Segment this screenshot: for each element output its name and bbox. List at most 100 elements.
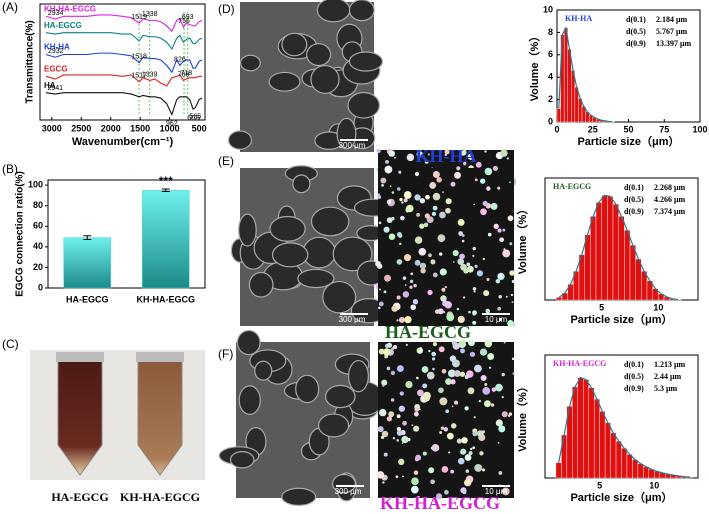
decoration bbox=[248, 271, 274, 298]
sem-caption: KH-HA-EGCG bbox=[380, 493, 500, 513]
decoration bbox=[497, 186, 501, 190]
histogram-bar bbox=[629, 244, 636, 301]
peak-label: 602 bbox=[187, 115, 199, 122]
decoration bbox=[413, 425, 420, 432]
spectrum-line bbox=[45, 32, 203, 51]
decoration bbox=[472, 254, 475, 257]
decoration bbox=[383, 452, 388, 457]
histogram-bar bbox=[604, 422, 611, 479]
panel-label: (E) bbox=[218, 154, 234, 168]
decoration bbox=[482, 257, 485, 261]
decoration bbox=[462, 161, 467, 166]
decoration bbox=[428, 467, 435, 474]
peak-label: 766 bbox=[178, 71, 190, 78]
decoration bbox=[459, 371, 466, 377]
decoration bbox=[511, 357, 515, 361]
x-tick-label: 100 bbox=[692, 124, 707, 134]
decoration bbox=[499, 318, 502, 321]
histogram-bar bbox=[601, 195, 608, 301]
decoration bbox=[306, 43, 332, 67]
series-label: EGCG bbox=[44, 64, 68, 73]
x-axis-label: Particle size（μm） bbox=[577, 135, 679, 148]
stat-value: 7.374 μm bbox=[654, 207, 686, 216]
decoration bbox=[239, 54, 261, 72]
decoration bbox=[486, 186, 491, 191]
y-tick-label: 100 bbox=[28, 180, 43, 190]
decoration bbox=[378, 306, 381, 310]
photo-label: KH-HA-EGCG bbox=[120, 490, 200, 504]
decoration bbox=[393, 345, 398, 350]
decoration bbox=[481, 468, 486, 472]
decoration bbox=[454, 171, 461, 179]
decoration bbox=[480, 374, 487, 382]
decoration bbox=[397, 187, 401, 191]
decoration bbox=[391, 216, 395, 221]
decoration bbox=[425, 194, 430, 200]
decoration bbox=[416, 495, 420, 499]
decoration bbox=[474, 178, 478, 182]
decoration bbox=[473, 416, 476, 419]
decoration bbox=[457, 258, 465, 265]
decoration bbox=[450, 181, 456, 187]
x-tick-label: 500 bbox=[192, 123, 207, 133]
histogram-bar bbox=[588, 387, 595, 479]
decoration bbox=[419, 198, 426, 204]
decoration bbox=[384, 274, 391, 282]
y-tick-label: 8 bbox=[548, 27, 553, 37]
decoration bbox=[405, 209, 410, 213]
decoration bbox=[376, 471, 385, 479]
decoration bbox=[445, 378, 452, 385]
decoration bbox=[465, 469, 470, 473]
decoration bbox=[332, 236, 373, 272]
decoration bbox=[436, 176, 442, 183]
decoration bbox=[482, 387, 491, 395]
decoration bbox=[482, 200, 488, 206]
decoration bbox=[316, 0, 351, 23]
decoration bbox=[432, 342, 437, 347]
decoration bbox=[348, 0, 375, 22]
decoration bbox=[396, 414, 401, 419]
decoration bbox=[394, 157, 396, 159]
x-tick-label: 5 bbox=[599, 302, 604, 312]
x-tick-label: 5 bbox=[597, 480, 602, 490]
y-axis-label: Volume（%） bbox=[516, 381, 529, 452]
decoration bbox=[501, 411, 508, 418]
decoration bbox=[445, 409, 450, 414]
decoration bbox=[511, 279, 516, 284]
error-bar bbox=[161, 188, 170, 193]
decoration bbox=[458, 231, 464, 236]
decoration bbox=[389, 415, 392, 418]
histogram-bar bbox=[643, 466, 650, 479]
decoration bbox=[416, 212, 420, 217]
decoration bbox=[501, 395, 504, 399]
decoration bbox=[486, 278, 490, 282]
decoration bbox=[414, 236, 423, 244]
decoration bbox=[432, 205, 438, 211]
decoration bbox=[472, 312, 476, 316]
stat-label: d(0.1) bbox=[624, 183, 644, 192]
stat-label: d(0.9) bbox=[624, 384, 644, 393]
decoration bbox=[403, 198, 408, 203]
decoration bbox=[380, 177, 387, 184]
decoration bbox=[444, 489, 449, 495]
stat-label: d(0.5) bbox=[624, 372, 644, 381]
histogram-bar bbox=[624, 230, 631, 301]
decoration bbox=[461, 239, 465, 243]
decoration bbox=[497, 306, 502, 311]
y-tick-label: 20 bbox=[33, 262, 43, 272]
y-tick-label: 60 bbox=[33, 221, 43, 231]
histogram-bar bbox=[555, 462, 562, 479]
decoration bbox=[386, 199, 392, 205]
stat-value: 5.767 μm bbox=[656, 27, 688, 36]
decoration bbox=[383, 226, 390, 233]
decoration bbox=[447, 369, 456, 378]
peak-label: 1517 bbox=[131, 73, 147, 80]
series-label: KH-HA-EGCG bbox=[44, 4, 96, 13]
decoration bbox=[332, 473, 356, 494]
decoration bbox=[446, 432, 454, 440]
decoration bbox=[409, 279, 414, 284]
decoration bbox=[476, 430, 484, 437]
photo-label: HA-EGCG bbox=[51, 490, 108, 504]
decoration bbox=[432, 170, 440, 178]
histogram-bar bbox=[560, 34, 565, 123]
